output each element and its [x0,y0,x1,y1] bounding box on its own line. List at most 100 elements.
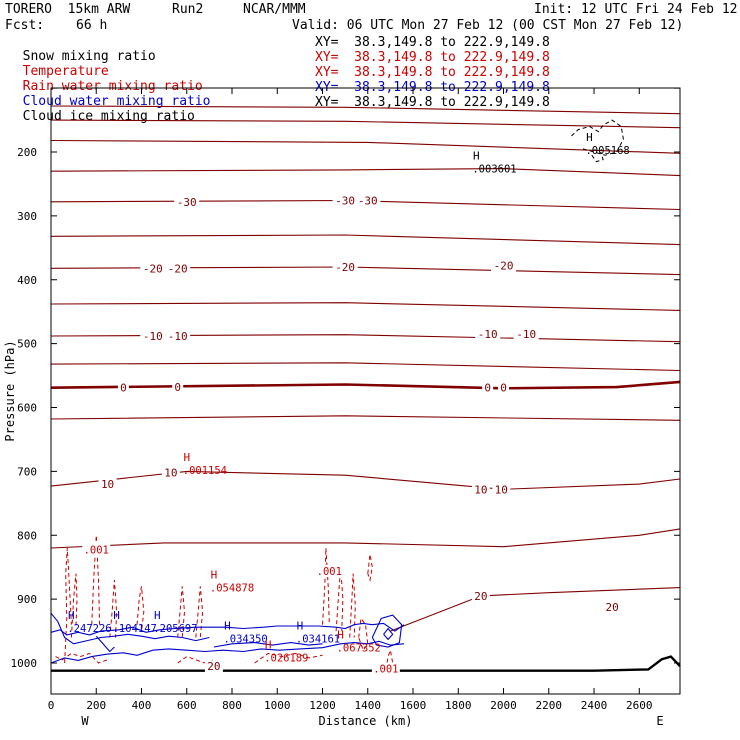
cloud-water-contour [50,622,405,636]
y-tick-label: 300 [17,210,37,223]
maximum-value: .067352 [337,642,381,654]
rain-label: .001 [84,544,109,556]
temperature-label: -30 [358,195,378,208]
temperature-label-bg [498,381,510,394]
temperature-label-bg [204,660,223,673]
temperature-label-bg [332,260,358,273]
temperature-label: 10 [164,467,177,480]
maximum-value: .034161 [296,633,340,645]
temperature-label-bg [174,195,200,208]
temperature-contour [50,415,681,421]
rain-water-contour [177,586,186,638]
legend-snow: Snow mixing ratio [7,36,156,64]
maximum-marker: H [586,131,593,144]
plot-frame [50,87,681,695]
rain-water-contour [177,656,215,664]
temperature-label: -10 [143,330,163,343]
temperature-label: 20 [207,660,220,673]
temperature-label-bg [475,328,501,341]
temperature-label: 20 [605,601,618,614]
rain-water-contour [55,652,108,664]
temperature-contour [50,302,681,311]
legend-temperature-xy: XY= 38.3,149.8 to 222.9,149.8 [315,50,550,65]
rain-water-contour [136,586,145,632]
rain-water-contour [70,573,78,638]
x-tick-label: 1200 [309,699,336,712]
temperature-label-bg [165,262,191,275]
temperature-contour [50,234,681,246]
maximum-marker: H [265,639,272,652]
rain-water-contour [91,535,101,625]
temperature-label: 0 [500,382,507,395]
terrain-surface [51,655,681,672]
temperature-label: 20 [474,590,487,603]
temperature-contour [50,168,681,177]
maximum-value: .003601 [472,163,516,175]
rain-label-bg [82,543,111,556]
y-tick-label: 900 [17,593,37,606]
temperature-label: -10 [516,328,536,341]
maximum-value: .005168 [585,145,629,157]
rain-water-contour [195,586,204,638]
temperature-contour [50,139,681,154]
rain-water-contour [254,652,323,664]
maximum-marker: H [183,451,190,464]
legend-rain: Rain water mixing ratio [7,66,203,94]
maximum-marker: H [211,568,218,581]
maximum-value: .247226 [67,623,111,635]
header-org: NCAR/MMM [243,2,306,17]
y-tick-label: 200 [17,146,37,159]
temperature-label-bg [513,328,539,341]
temperature-contour [50,105,681,115]
temperature-label: -20 [168,262,188,275]
maximum-marker: H [113,609,120,622]
x-tick-label: 400 [132,699,152,712]
temperature-label: 0 [174,381,181,394]
legend-snow-xy: XY= 38.3,149.8 to 222.9,149.8 [315,35,550,50]
temperature-contour [50,470,681,490]
temperature-label-bg [140,329,166,342]
rain-water-contour [349,573,356,638]
y-tick-label: 1000 [11,657,38,670]
temperature-contour [50,380,681,390]
east-end-label: E [656,714,663,728]
rain-label: .001 [317,566,342,578]
cloud-water-contour [213,642,323,648]
x-tick-label: 600 [177,699,197,712]
temperature-label-bg [172,381,184,394]
y-tick-label: 500 [17,338,37,351]
rain-label: .001 [373,664,398,676]
temperature-label-bg [491,259,517,272]
rain-water-contour [358,616,369,652]
temperature-contour [390,587,681,632]
temperature-label: 10 [101,478,114,491]
cloud-water-contour [50,640,405,664]
legend-cloud-water: Cloud water mixing ratio [7,81,211,109]
legend-temperature-name: Temperature [22,64,109,79]
temperature-label-bg [492,483,511,496]
cloud-water-contour [383,627,394,641]
x-tick-label: 2600 [626,699,653,712]
temperature-label-bg [482,381,494,394]
y-axis-title: Pressure (hPa) [3,340,17,441]
maximum-value: .205697 [153,623,197,635]
maximum-marker: H [473,149,480,162]
y-tick-label: 400 [17,274,37,287]
west-end-label: W [81,714,89,728]
x-tick-label: 2200 [536,699,563,712]
temperature-label: -20 [143,262,163,275]
y-tick-label: 700 [17,465,37,478]
temperature-label: -20 [494,260,514,273]
temperature-contour [50,528,681,549]
temperature-label: -30 [177,196,197,209]
cloud-water-contour [50,612,210,645]
legend-rain-xy: XY= 38.3,149.8 to 222.9,149.8 [315,65,550,80]
temperature-label-bg [98,478,117,491]
temperature-label: 0 [120,382,127,395]
temperature-label-bg [471,483,490,496]
maximum-value: .026189 [264,653,308,665]
temperature-label-bg [355,194,381,207]
legend-temperature: Temperature [7,51,109,79]
temperature-contour [50,119,681,129]
